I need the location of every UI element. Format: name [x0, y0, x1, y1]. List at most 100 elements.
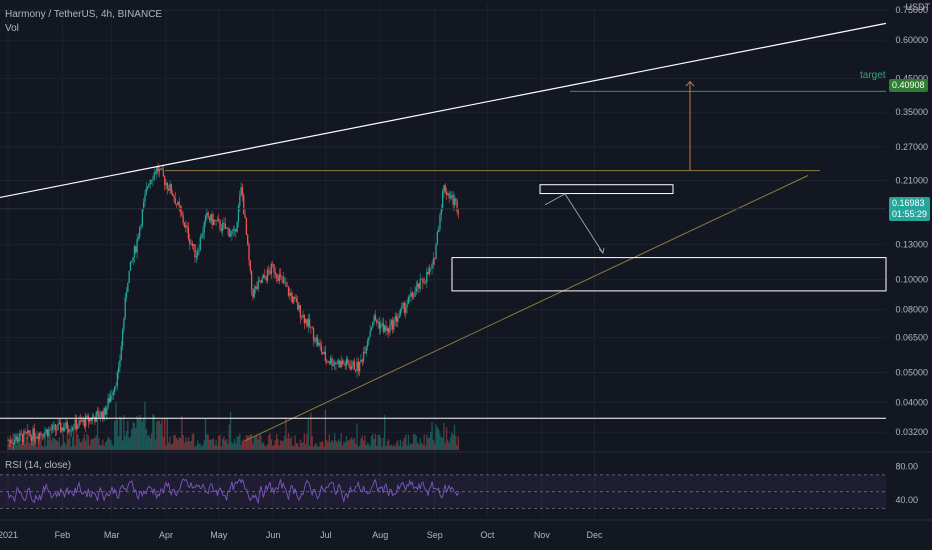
candle-body	[299, 305, 302, 318]
volume-bar	[347, 440, 349, 450]
candle-body	[185, 225, 187, 228]
volume-bar	[381, 446, 383, 450]
candle-body	[436, 231, 438, 245]
volume-bar	[448, 443, 450, 450]
candle-body	[449, 196, 452, 199]
candle-body	[112, 392, 115, 395]
volume-bar	[327, 441, 329, 450]
candle-body	[398, 314, 400, 319]
candle-body	[364, 352, 366, 354]
candle-body	[283, 282, 286, 284]
candle-body	[136, 239, 138, 253]
volume-bar	[376, 446, 378, 450]
candle-body	[156, 167, 158, 174]
candle-body	[262, 275, 265, 279]
candle-body	[124, 297, 126, 319]
volume-bar	[269, 433, 271, 450]
volume-bar	[282, 440, 284, 450]
volume-bar	[41, 445, 43, 450]
volume-bar	[299, 439, 302, 450]
candle-body	[376, 320, 378, 323]
volume-bar	[418, 444, 420, 450]
candle-body	[219, 220, 221, 229]
candle-body	[448, 193, 450, 199]
candle-body	[121, 329, 124, 347]
volume-bar	[65, 444, 67, 450]
volume-bar	[407, 434, 410, 450]
candle-body	[220, 228, 223, 231]
candle-body	[431, 264, 433, 269]
volume-bar	[218, 435, 220, 450]
volume-bar	[444, 443, 446, 450]
candle-body	[99, 417, 101, 418]
candle-body	[314, 340, 316, 342]
volume-bar	[114, 421, 116, 450]
volume-bar	[431, 422, 433, 450]
volume-bar	[447, 439, 449, 450]
volume-bar	[200, 446, 203, 450]
volume-bar	[390, 444, 392, 450]
volume-bar	[77, 434, 79, 450]
volume-bar	[374, 433, 377, 450]
candle-body	[227, 227, 229, 229]
volume-bar	[27, 436, 29, 450]
candle-body	[20, 433, 22, 435]
candle-body	[328, 362, 330, 364]
volume-bar	[174, 435, 176, 450]
candle-body	[85, 415, 87, 427]
candle-body	[233, 228, 236, 230]
volume-bar	[143, 418, 145, 450]
candle-body	[399, 308, 402, 315]
candle-body	[166, 182, 169, 189]
candle-body	[360, 359, 362, 362]
volume-bar	[129, 436, 132, 450]
volume-bar	[94, 437, 96, 450]
candle-body	[370, 327, 373, 331]
candle-body	[426, 272, 428, 283]
x-tick-label: Feb	[55, 530, 71, 540]
volume-bar	[210, 439, 212, 450]
volume-bar	[123, 415, 125, 450]
volume-bar	[74, 445, 76, 450]
candle-body	[149, 180, 151, 184]
volume-bar	[154, 439, 157, 450]
candle-body	[409, 296, 411, 298]
volume-bar	[63, 442, 66, 450]
volume-bar	[87, 435, 89, 450]
volume-bar	[128, 437, 130, 450]
volume-bar	[117, 436, 120, 450]
volume-bar	[185, 437, 187, 450]
candle-body	[110, 395, 112, 402]
candle-body	[384, 325, 386, 332]
drawings	[0, 22, 887, 442]
candle-body	[316, 337, 319, 346]
candle-body	[455, 199, 457, 201]
candle-body	[401, 306, 403, 309]
candle-body	[323, 351, 325, 355]
volume-bar	[36, 446, 38, 450]
candle-body	[332, 364, 334, 366]
candle-body	[44, 431, 46, 437]
candle-body	[244, 214, 246, 218]
candle-body	[352, 361, 354, 367]
volume-bar	[382, 437, 384, 450]
volume-bar	[42, 446, 45, 450]
candle-body	[337, 360, 340, 364]
candle-body	[32, 428, 34, 441]
volume-bar	[370, 436, 373, 450]
volume-bar	[345, 436, 348, 450]
candle-body	[182, 215, 184, 223]
candle-body	[351, 366, 353, 370]
candle-body	[158, 169, 161, 172]
candle-body	[390, 320, 392, 325]
candle-body	[353, 361, 356, 370]
volume-bar	[268, 435, 270, 450]
candle-body	[45, 429, 47, 432]
candle-body	[393, 319, 395, 330]
candle-body	[256, 286, 258, 290]
volume-bar	[173, 434, 175, 450]
volume-bar	[164, 418, 166, 450]
x-tick-label: Nov	[534, 530, 551, 540]
volume-bar	[144, 402, 146, 450]
